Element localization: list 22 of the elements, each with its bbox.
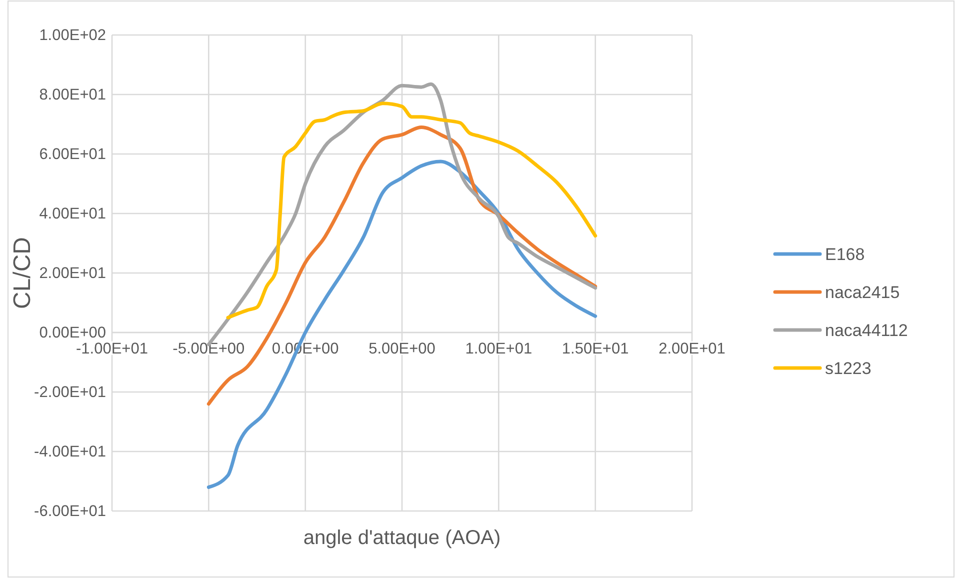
x-tick-label: 2.00E+01 xyxy=(658,340,726,358)
y-tick-label: 0.00E+00 xyxy=(39,324,106,342)
x-tick-label: 1.50E+01 xyxy=(562,340,629,358)
x-axis-title: angle d'attaque (AOA) xyxy=(303,527,501,549)
y-tick-label: 4.00E+01 xyxy=(39,205,106,222)
x-tick-label: 5.00E+00 xyxy=(368,340,436,358)
y-tick-label: 8.00E+01 xyxy=(39,86,106,104)
y-tick-label: -2.00E+01 xyxy=(34,384,106,401)
y-axis-title: CL/CD xyxy=(9,236,36,310)
legend-label: s1223 xyxy=(825,359,872,378)
y-tick-label: 1.00E+02 xyxy=(39,26,106,44)
line-series xyxy=(226,102,598,320)
legend-label: naca2415 xyxy=(825,283,900,302)
legend-label: E168 xyxy=(825,245,865,264)
legend-label: naca44112 xyxy=(825,321,908,340)
x-tick-label: 1.00E+01 xyxy=(465,340,532,358)
y-tick-label: -6.00E+01 xyxy=(34,502,106,520)
y-tick-label: 2.00E+01 xyxy=(39,264,106,282)
x-tick-label: -1.00E+01 xyxy=(76,340,148,358)
y-tick-label: -4.00E+01 xyxy=(34,443,106,460)
x-tick-label: -5.00E+00 xyxy=(172,340,246,358)
y-tick-label: 6.00E+01 xyxy=(39,146,106,163)
